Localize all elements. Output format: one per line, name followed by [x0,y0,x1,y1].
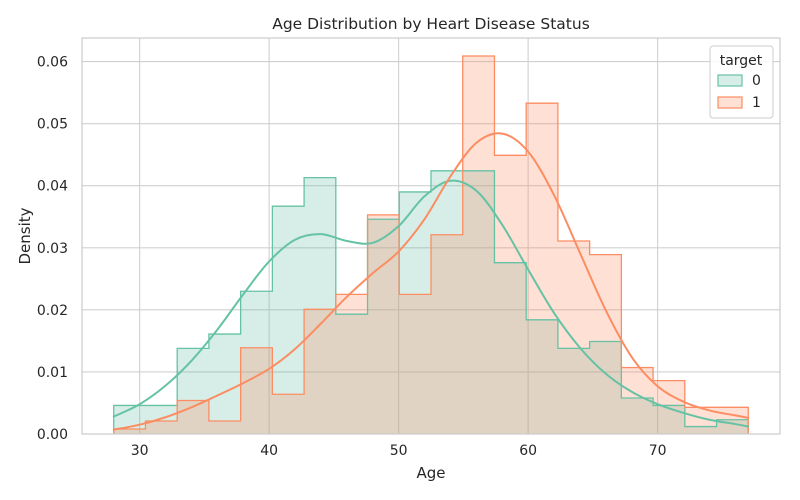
x-tick-label: 70 [649,443,667,459]
legend-swatch-0 [717,74,743,87]
y-tick-label: 0.06 [37,55,68,71]
x-tick-labels: 30 40 50 60 70 [131,443,667,459]
x-tick-label: 50 [390,443,408,459]
y-tick-label: 0.05 [37,117,68,133]
series-1-step-outline [113,55,749,434]
series-0-kde-line [112,179,750,428]
y-tick-labels: 0.00 0.01 0.02 0.03 0.04 0.05 0.06 [37,55,68,443]
legend-label-1: 1 [752,95,761,111]
legend-swatch-1 [717,96,743,109]
x-tick-label: 40 [260,443,278,459]
kde-lines [112,132,750,431]
x-axis-label: Age [416,464,445,482]
series-1-fill [113,56,749,434]
y-tick-label: 0.02 [37,303,68,319]
x-tick-label: 60 [519,443,537,459]
y-tick-label: 0.01 [37,365,68,381]
chart-title: Age Distribution by Heart Disease Status [272,15,590,33]
legend: target 0 1 [709,45,774,119]
x-tick-label: 30 [131,443,149,459]
y-tick-label: 0.04 [37,179,68,195]
plot-frame [81,37,781,435]
legend-title: target [720,53,763,69]
y-tick-label: 0.00 [37,427,68,443]
legend-label-0: 0 [752,73,761,89]
series-1-kde-line [112,132,750,431]
y-tick-label: 0.03 [37,241,68,257]
y-axis-label: Density [16,207,34,264]
